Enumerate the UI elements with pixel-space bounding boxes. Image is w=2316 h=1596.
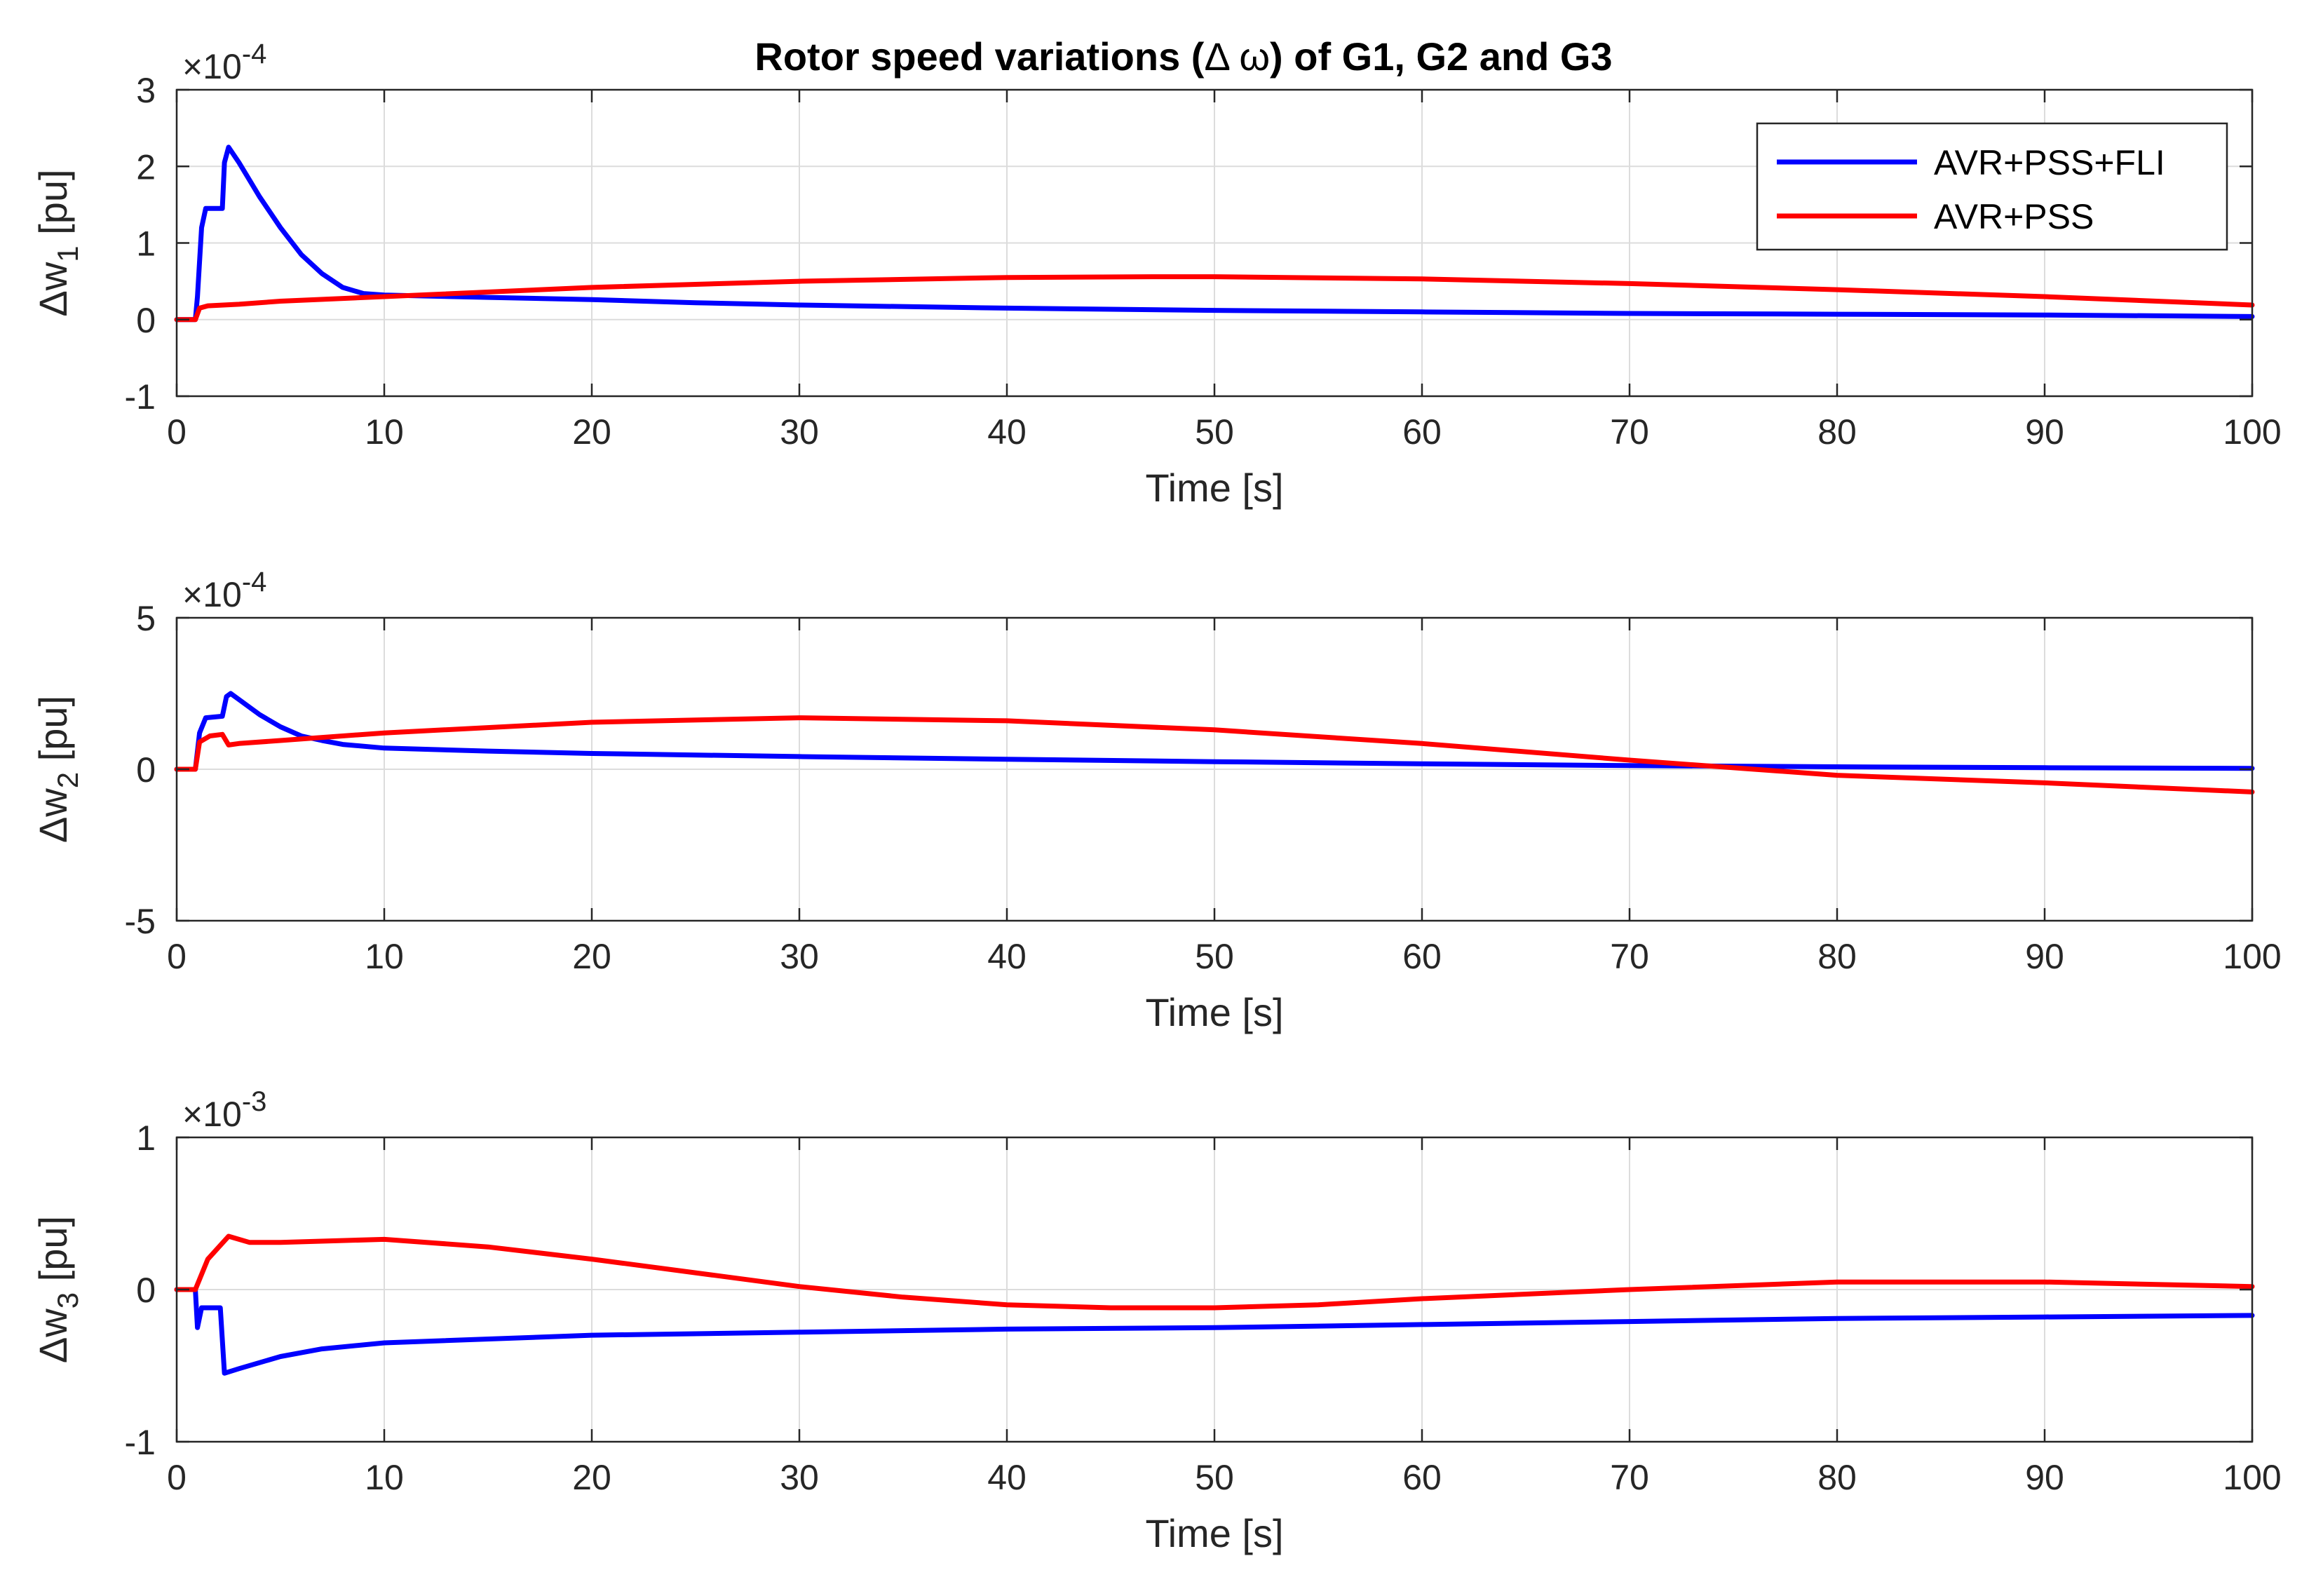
x-tick-label: 90 <box>2025 412 2064 452</box>
x-tick-label: 40 <box>987 937 1027 976</box>
x-tick-label: 40 <box>987 412 1027 452</box>
x-tick-label: 30 <box>780 1458 819 1497</box>
y-axis-label: Δw3 [pu] <box>31 1216 84 1363</box>
x-axis-label: Time [s] <box>1145 466 1283 510</box>
x-tick-label: 100 <box>2223 1458 2281 1497</box>
chart-title: Rotor speed variations (Δ ω) of G1, G2 a… <box>754 34 1612 79</box>
x-tick-label: 80 <box>1817 937 1857 976</box>
x-tick-label: 60 <box>1402 412 1442 452</box>
y-tick-label: 0 <box>136 301 156 340</box>
series-line-avr-pss <box>174 274 2255 323</box>
x-tick-label: 70 <box>1610 1458 1649 1497</box>
legend-label: AVR+PSS <box>1934 197 2094 236</box>
y-tick-label: 1 <box>136 224 156 264</box>
x-tick-label: 0 <box>167 412 187 452</box>
x-tick-label: 30 <box>780 412 819 452</box>
x-tick-label: 0 <box>167 1458 187 1497</box>
x-axis-label: Time [s] <box>1145 1511 1283 1555</box>
y-tick-label: -5 <box>125 902 156 941</box>
series-line-avr-pss-fli <box>174 691 2255 772</box>
x-tick-label: 70 <box>1610 412 1649 452</box>
x-tick-label: 100 <box>2223 937 2281 976</box>
series-line-avr-pss <box>174 715 2255 794</box>
x-tick-label: 20 <box>572 1458 611 1497</box>
y-tick-label: 0 <box>136 1271 156 1310</box>
series-line-avr-pss-fli <box>174 1287 2255 1376</box>
y-tick-label: -1 <box>125 1423 156 1462</box>
y-tick-label: 0 <box>136 750 156 790</box>
x-tick-label: 50 <box>1195 937 1234 976</box>
y-tick-label: 3 <box>136 71 156 110</box>
series-line-avr-pss-fli <box>174 144 2255 323</box>
x-tick-label: 90 <box>2025 1458 2064 1497</box>
series-line-avr-pss <box>174 1233 2255 1311</box>
x-tick-label: 30 <box>780 937 819 976</box>
x-tick-label: 40 <box>987 1458 1027 1497</box>
y-tick-label: 5 <box>136 599 156 638</box>
y-tick-label: -1 <box>125 377 156 417</box>
y-axis-label: Δw1 [pu] <box>31 169 84 316</box>
y-exponent-label: ×10-4 <box>182 39 266 86</box>
x-tick-label: 0 <box>167 937 187 976</box>
x-tick-label: 50 <box>1195 412 1234 452</box>
legend-box <box>1756 122 2228 251</box>
x-tick-label: 100 <box>2223 412 2281 452</box>
y-tick-label: 2 <box>136 147 156 187</box>
x-tick-label: 60 <box>1402 1458 1442 1497</box>
x-tick-label: 20 <box>572 412 611 452</box>
y-axis-label: Δw2 [pu] <box>31 696 84 843</box>
x-axis-label: Time [s] <box>1145 990 1283 1034</box>
x-tick-label: 20 <box>572 937 611 976</box>
x-tick-label: 70 <box>1610 937 1649 976</box>
x-tick-label: 10 <box>365 1458 404 1497</box>
y-exponent-label: ×10-4 <box>182 567 266 614</box>
x-tick-label: 10 <box>365 412 404 452</box>
x-tick-label: 10 <box>365 937 404 976</box>
y-tick-label: 1 <box>136 1118 156 1158</box>
x-tick-label: 80 <box>1817 1458 1857 1497</box>
y-exponent-label: ×10-3 <box>182 1086 266 1134</box>
x-tick-label: 60 <box>1402 937 1442 976</box>
legend-label: AVR+PSS+FLI <box>1934 143 2165 182</box>
legend: AVR+PSS+FLI AVR+PSS <box>1756 122 2228 251</box>
x-tick-label: 90 <box>2025 937 2064 976</box>
x-tick-label: 50 <box>1195 1458 1234 1497</box>
x-tick-label: 80 <box>1817 412 1857 452</box>
